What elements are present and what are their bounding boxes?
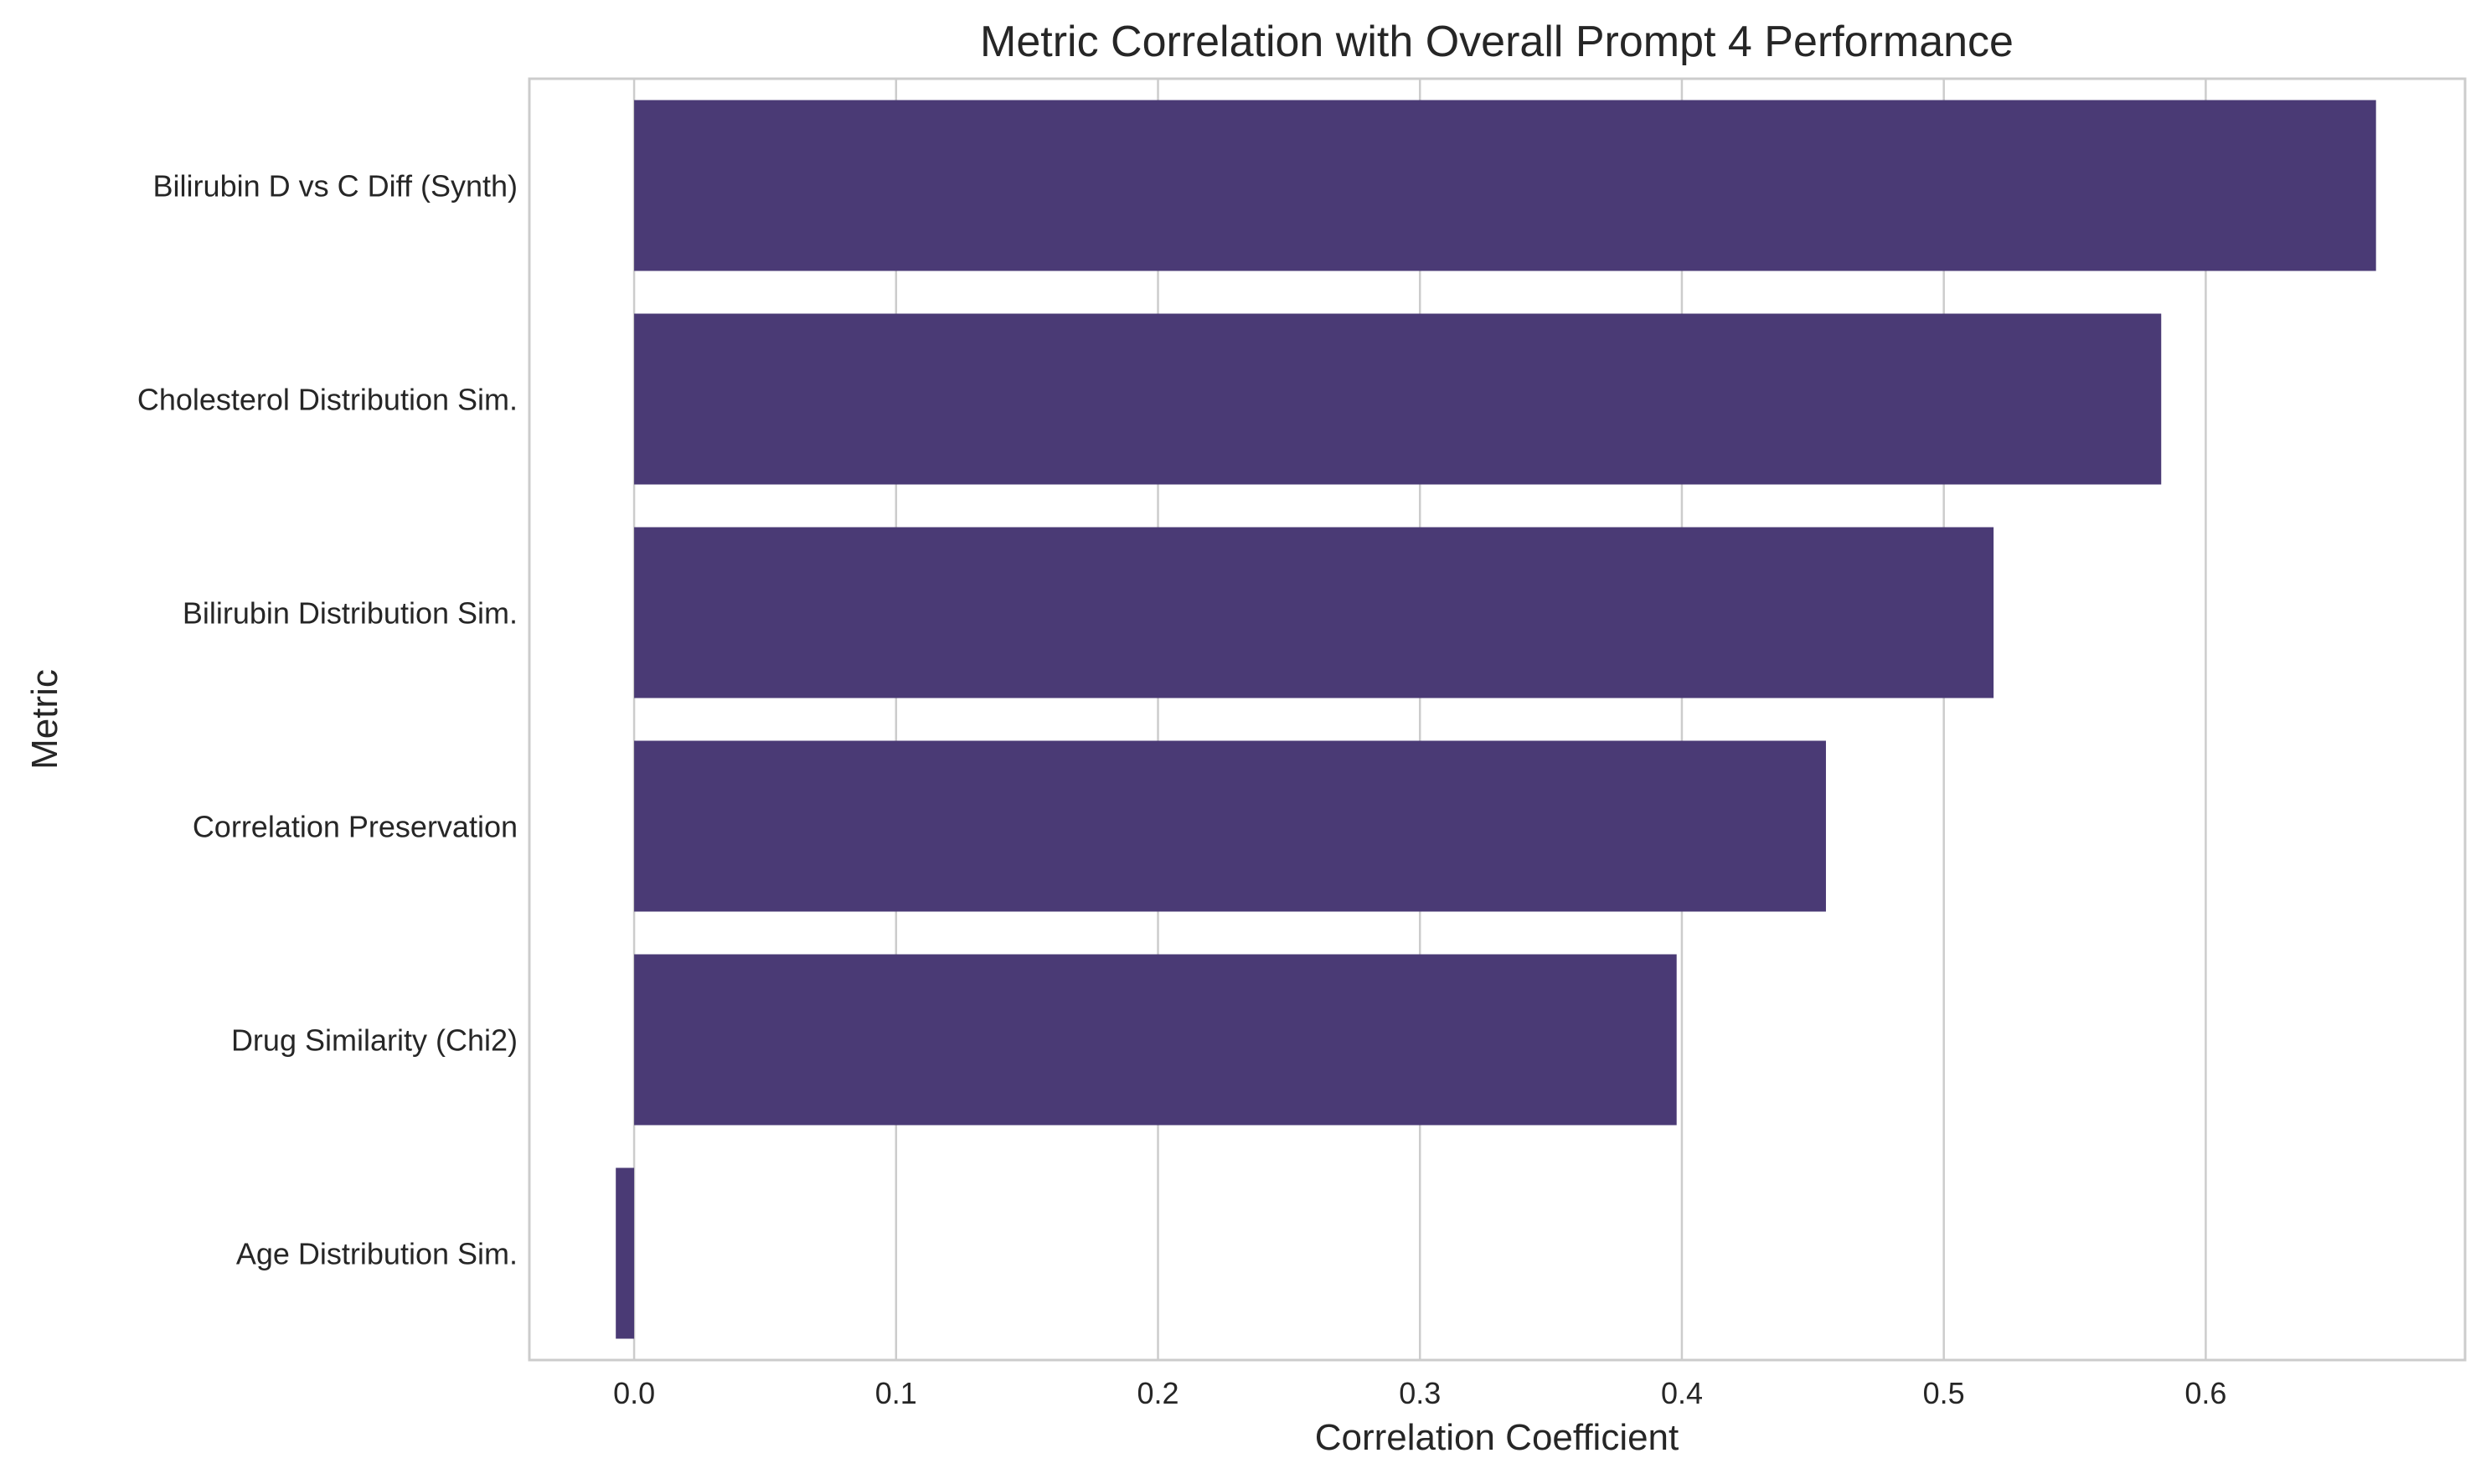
- x-tick-label: 0.2: [1137, 1376, 1179, 1410]
- y-tick-label: Correlation Preservation: [193, 810, 518, 844]
- bar: [634, 527, 1994, 698]
- x-axis-label: Correlation Coefficient: [1315, 1417, 1679, 1458]
- x-tick-labels: 0.0 0.1 0.2 0.3 0.4 0.5 0.6: [613, 1376, 2226, 1410]
- y-tick-label: Bilirubin D vs C Diff (Synth): [153, 169, 518, 204]
- bar: [634, 313, 2162, 485]
- y-tick-label: Age Distribution Sim.: [236, 1237, 518, 1271]
- bar: [634, 100, 2376, 271]
- x-tick-label: 0.5: [1923, 1376, 1965, 1410]
- x-tick-label: 0.0: [613, 1376, 655, 1410]
- bar: [616, 1167, 635, 1339]
- x-tick-label: 0.1: [875, 1376, 917, 1410]
- y-axis-label: Metric: [24, 669, 65, 770]
- y-tick-label: Cholesterol Distribution Sim.: [137, 383, 518, 417]
- plot-frame: [528, 77, 2467, 1362]
- bars: [616, 100, 2376, 1339]
- grid-lines: [632, 79, 2207, 1360]
- y-tick-label: Bilirubin Distribution Sim.: [183, 596, 518, 631]
- x-tick-label: 0.3: [1399, 1376, 1441, 1410]
- bar: [634, 954, 1677, 1126]
- chart-title: Metric Correlation with Overall Prompt 4…: [980, 18, 2014, 66]
- y-tick-label: Drug Similarity (Chi2): [231, 1023, 518, 1058]
- bar: [634, 740, 1826, 912]
- x-tick-label: 0.4: [1661, 1376, 1703, 1410]
- y-tick-labels: Bilirubin D vs C Diff (Synth) Cholesterol…: [137, 169, 518, 1271]
- x-tick-label: 0.6: [2184, 1376, 2226, 1410]
